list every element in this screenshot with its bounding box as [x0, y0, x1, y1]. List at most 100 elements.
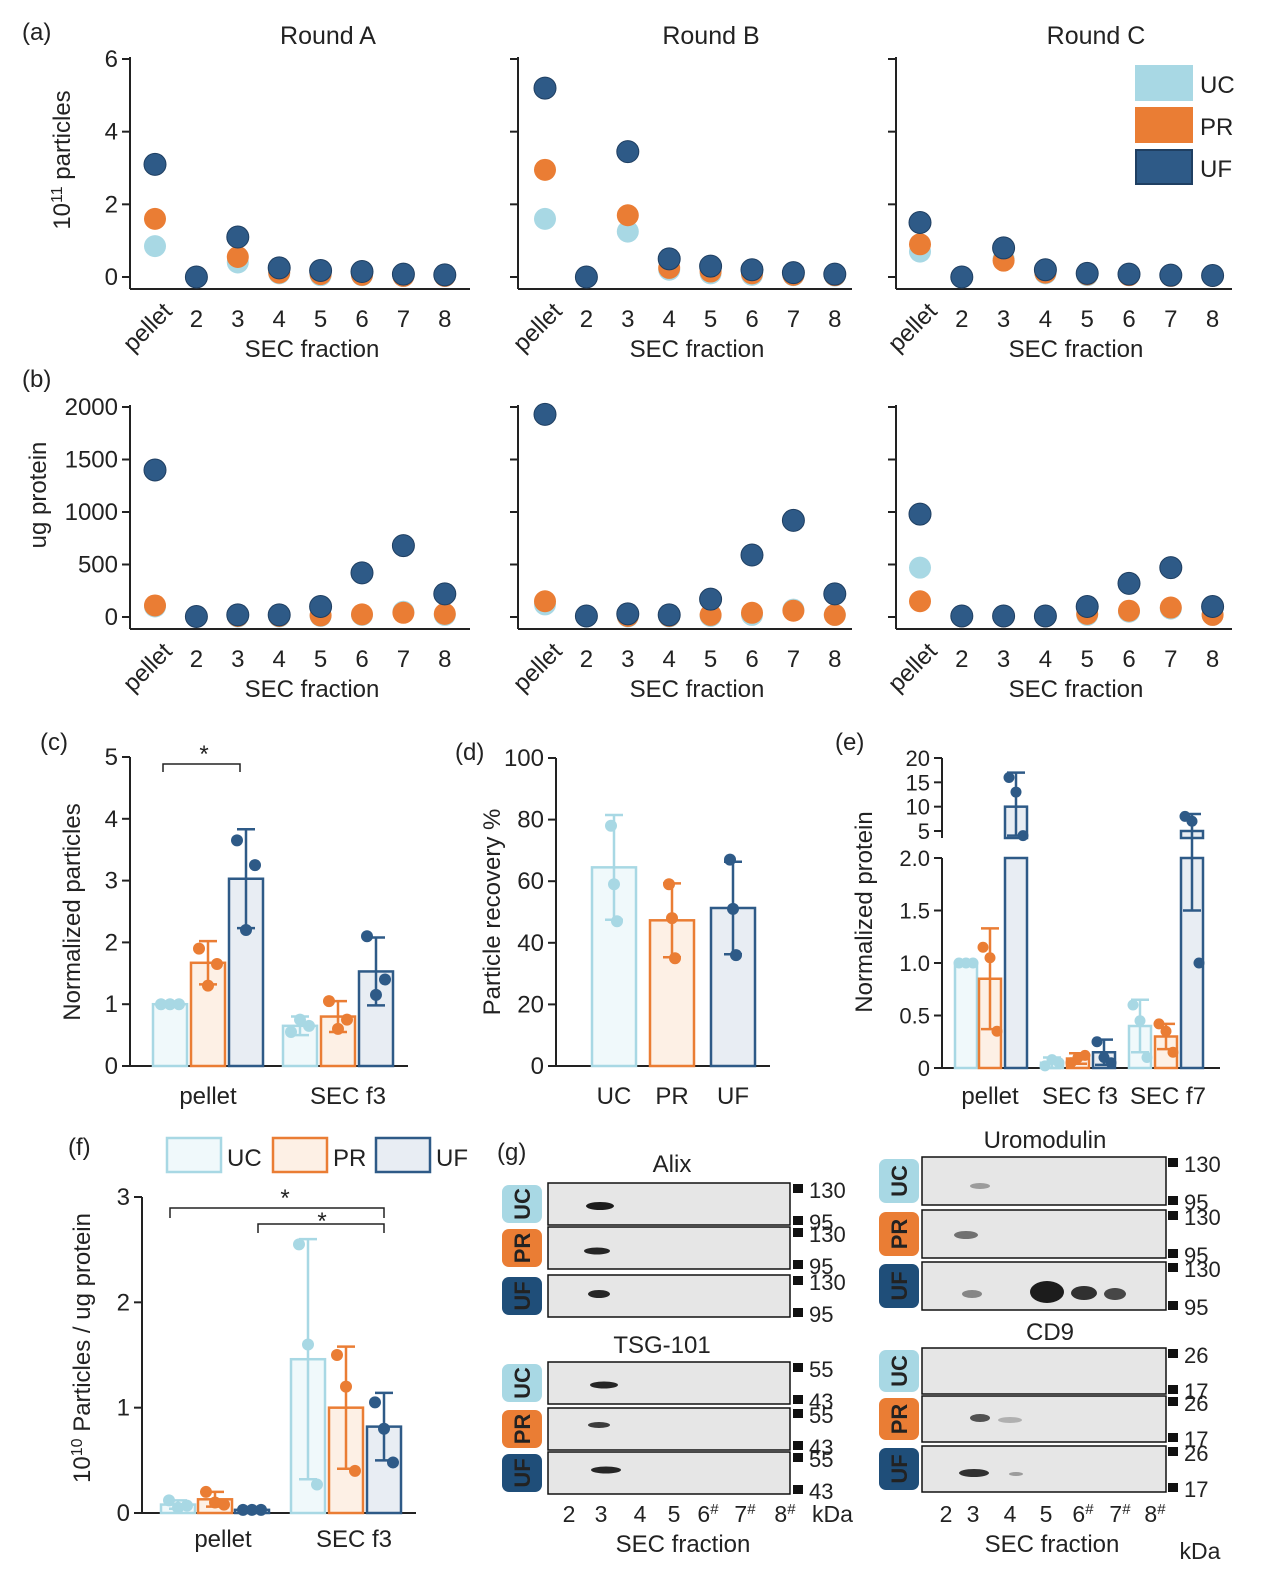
x-tick-label: 2: [955, 646, 968, 673]
row-label-badge-UF: [502, 1454, 542, 1492]
marker-tick: [793, 1228, 803, 1237]
a-round-3: pellet 2 3 4 5 6 7 8 SEC fraction: [883, 57, 1232, 363]
point-PR: [909, 590, 931, 613]
point-UF: [908, 502, 932, 526]
y-axis-title: Normalized particles: [59, 803, 86, 1020]
lane-hash: #: [710, 1501, 719, 1518]
point-UF: [433, 263, 457, 287]
blot-membrane: [547, 1182, 791, 1226]
point-PR: [433, 602, 456, 625]
replicate-point: [285, 1026, 297, 1039]
lane-label: 8#: [774, 1501, 796, 1528]
marker-label: 43: [809, 1389, 833, 1414]
y-tick-label: 1.0: [899, 951, 930, 976]
replicate-point: [173, 998, 185, 1011]
lane-label: 4: [1004, 1501, 1017, 1527]
bar-UF: [365, 1425, 403, 1515]
marker-label: 55: [809, 1447, 833, 1472]
legend-swatch-UC: [165, 1136, 223, 1174]
x-tick-label: SEC f3: [316, 1526, 392, 1553]
marker-tick: [793, 1216, 803, 1225]
lane-hash: #: [1085, 1501, 1094, 1518]
y-tick-label: 0.5: [899, 1004, 930, 1029]
x-tick-label: 4: [1039, 306, 1052, 333]
x-tick-label: 3: [621, 646, 634, 673]
row-label-badge-UF: [879, 1448, 919, 1490]
lane-label: 5: [668, 1501, 681, 1527]
row-label-badge-UF: [502, 1277, 542, 1315]
lane-hash: #: [1122, 1501, 1131, 1518]
point-UF: [699, 587, 723, 611]
replicate-point: [1010, 786, 1022, 798]
point-UF: [143, 458, 167, 482]
replicate-point: [311, 1478, 323, 1491]
panel-label: (a): [22, 19, 51, 46]
x-tick-label: pellet: [118, 298, 178, 358]
x-tick-label: 7: [397, 646, 410, 673]
marker-label: 17: [1184, 1477, 1208, 1502]
marker-label: 17: [1184, 1379, 1208, 1404]
x-tick-label: 6: [355, 306, 368, 333]
lane-label: 7#: [1109, 1501, 1131, 1528]
point-UF: [823, 262, 847, 286]
blot-title: CD9: [1026, 1319, 1074, 1346]
y-tick-label: 2.0: [899, 846, 930, 871]
point-UF: [574, 604, 598, 628]
point-PR: [534, 590, 556, 613]
marker-tick: [1168, 1433, 1178, 1442]
a-round-1: 0 2 4 6 pellet 2 3 4 5 6 7 8 SEC fraction: [105, 46, 470, 363]
significance-star: *: [199, 741, 208, 768]
legend-swatch-UC: [1135, 65, 1193, 101]
band: [1071, 1286, 1097, 1300]
point-UF: [184, 604, 208, 628]
marker-tick: [793, 1260, 803, 1269]
row-label-badge-UC: [879, 1159, 919, 1203]
panel-c-normalized-particles: 0 1 2 3 4 5 Normalized particles pellet SEC f3 *: [59, 741, 408, 1110]
x-tick-label: 5: [1081, 306, 1094, 333]
lane-label: 2: [563, 1501, 576, 1527]
x-tick-label: 4: [663, 306, 676, 333]
point-UF: [1159, 263, 1183, 287]
y-tick-label: 5: [918, 819, 930, 844]
y-title-exp: 11: [49, 186, 66, 203]
lane-label: 8#: [1144, 1501, 1166, 1528]
x-tick-label: 6: [1122, 306, 1135, 333]
band: [970, 1414, 990, 1422]
unit-label: kDa: [1180, 1538, 1221, 1564]
lane-label: 6#: [697, 1501, 719, 1528]
point-UF: [574, 265, 598, 289]
x-tick-label: SEC f3: [310, 1083, 386, 1110]
marker-tick: [793, 1453, 803, 1462]
x-tick-label: 3: [997, 306, 1010, 333]
marker-tick: [1168, 1249, 1178, 1258]
blot-membrane: [547, 1407, 791, 1451]
marker-tick: [793, 1395, 803, 1404]
point-UC: [144, 235, 166, 258]
point-UF: [1075, 595, 1099, 618]
band: [586, 1202, 614, 1210]
replicate-point: [1105, 1057, 1117, 1069]
lane-hash: #: [747, 1501, 756, 1518]
replicate-point: [246, 1503, 258, 1516]
x-axis-title: SEC fraction: [1009, 336, 1144, 363]
y-title-text: Particles / ug protein: [69, 1213, 96, 1438]
x-tick-label: 8: [828, 646, 841, 673]
replicate-point: [605, 819, 617, 832]
legend-swatch-UF: [374, 1136, 432, 1174]
x-tick-label: 4: [273, 306, 286, 333]
point-PR: [351, 603, 373, 626]
y-tick-label: 1500: [65, 447, 118, 474]
panel-label: (b): [22, 366, 51, 393]
marker-label: 17: [1184, 1427, 1208, 1452]
x-tick-label: PR: [655, 1083, 688, 1110]
replicate-point: [1079, 1049, 1091, 1061]
point-UF: [350, 561, 374, 585]
band: [588, 1290, 610, 1298]
point-UF: [1117, 262, 1141, 286]
